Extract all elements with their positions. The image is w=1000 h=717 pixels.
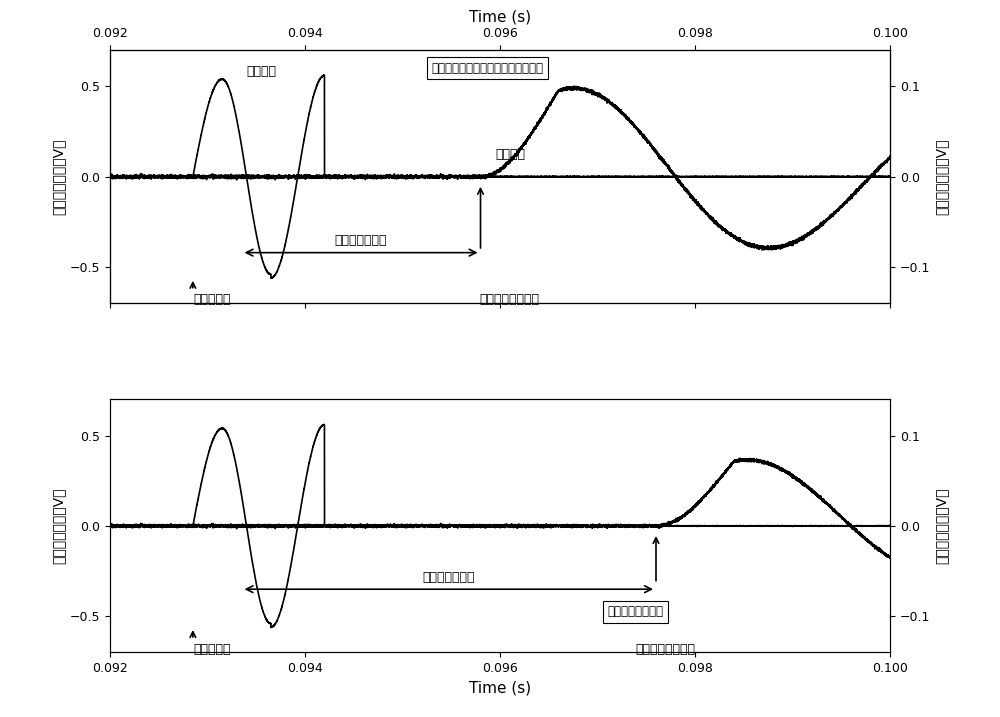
Text: 剪切波初达时间点: 剪切波初达时间点 <box>480 293 540 306</box>
Text: 剪切波传播时间: 剪切波传播时间 <box>423 571 475 584</box>
Y-axis label: 激励信号电压（V）: 激励信号电压（V） <box>52 488 66 564</box>
Y-axis label: 接收信号电压（V）: 接收信号电压（V） <box>934 138 948 215</box>
Text: 接收信号: 接收信号 <box>495 148 525 161</box>
Text: 剪切波传播时间: 剪切波传播时间 <box>335 234 387 247</box>
Text: 取样扰动后无应力状态土样测试信号: 取样扰动后无应力状态土样测试信号 <box>432 62 544 75</box>
X-axis label: Time (s): Time (s) <box>469 680 531 695</box>
Y-axis label: 接收信号电压（V）: 接收信号电压（V） <box>934 488 948 564</box>
Y-axis label: 激励信号电压（V）: 激励信号电压（V） <box>52 138 66 215</box>
Text: 激励时间点: 激励时间点 <box>194 293 231 306</box>
Text: 重塑土样测试信号: 重塑土样测试信号 <box>607 605 663 618</box>
Text: 激励信号: 激励信号 <box>246 65 276 78</box>
Text: 激励时间点: 激励时间点 <box>194 642 231 655</box>
X-axis label: Time (s): Time (s) <box>469 10 531 25</box>
Text: 剪切波初达时间点: 剪切波初达时间点 <box>636 642 696 655</box>
